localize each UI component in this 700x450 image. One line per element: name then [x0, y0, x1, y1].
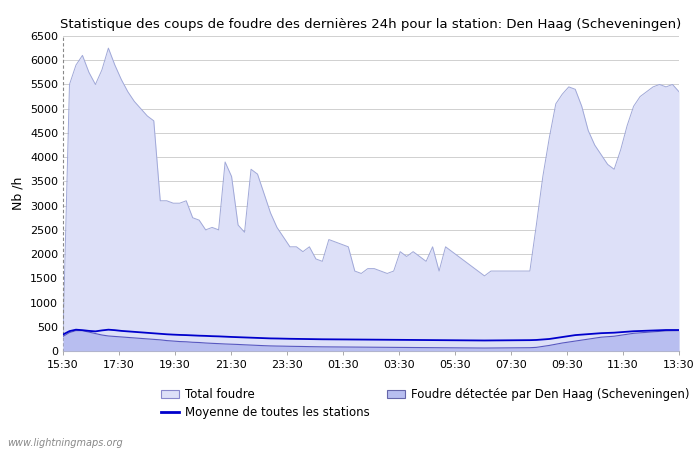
Legend: Total foudre, Moyenne de toutes les stations, Foudre détectée par Den Haag (Sche: Total foudre, Moyenne de toutes les stat… [161, 388, 690, 419]
Title: Statistique des coups de foudre des dernières 24h pour la station: Den Haag (Sch: Statistique des coups de foudre des dern… [60, 18, 682, 31]
Text: www.lightningmaps.org: www.lightningmaps.org [7, 438, 122, 448]
Y-axis label: Nb /h: Nb /h [11, 177, 25, 210]
